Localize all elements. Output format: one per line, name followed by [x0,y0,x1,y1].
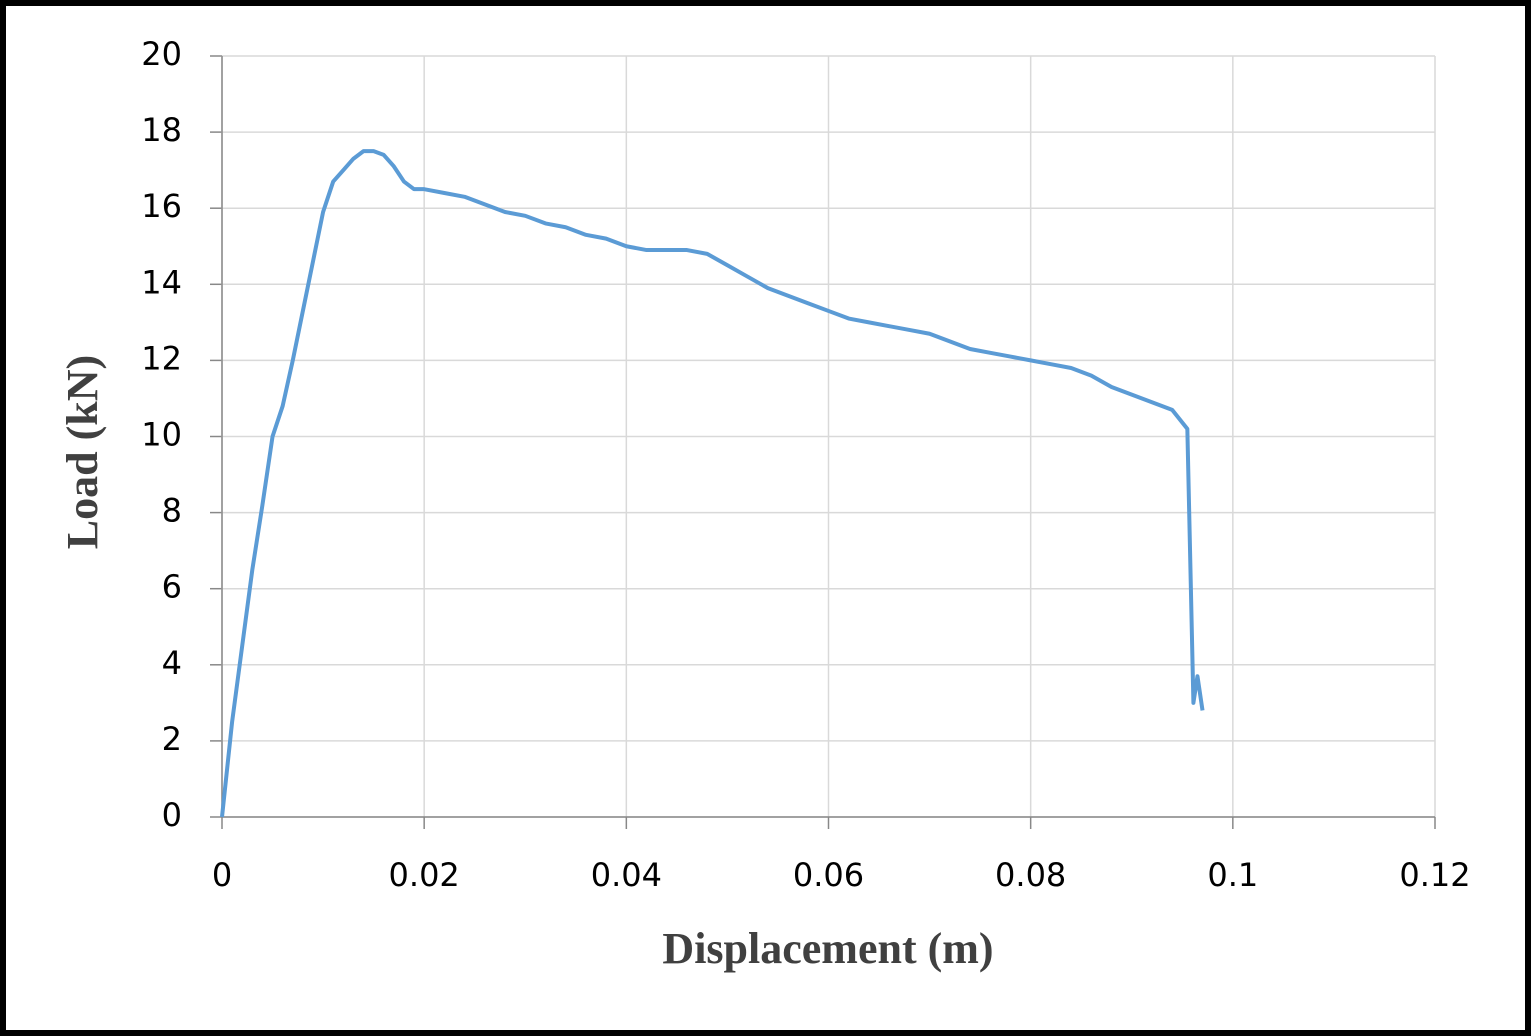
x-tick-label: 0.08 [995,856,1066,894]
x-axis-title: Displacement (m) [662,924,993,973]
y-tick-label: 0 [162,796,182,834]
y-tick-label: 12 [141,339,182,377]
y-tick-label: 10 [141,416,182,454]
y-tick-label: 8 [162,492,182,530]
y-tick-label: 20 [141,35,182,73]
x-tick-label: 0 [212,856,232,894]
y-tick-label: 14 [141,263,182,301]
x-tick-label: 0.06 [793,856,864,894]
x-tick-label: 0.12 [1399,856,1470,894]
x-tick-label: 0.04 [591,856,662,894]
data-line [220,149,1205,818]
y-tick-label: 4 [162,644,182,682]
y-tick-label: 16 [141,187,182,225]
x-tick-label: 0.02 [389,856,460,894]
y-tick-label: 18 [141,111,182,149]
y-tick-label: 2 [162,720,182,758]
y-axis-title: Load (kN) [58,355,107,549]
y-tick-label: 6 [162,568,182,606]
x-tick-label: 0.1 [1207,856,1258,894]
